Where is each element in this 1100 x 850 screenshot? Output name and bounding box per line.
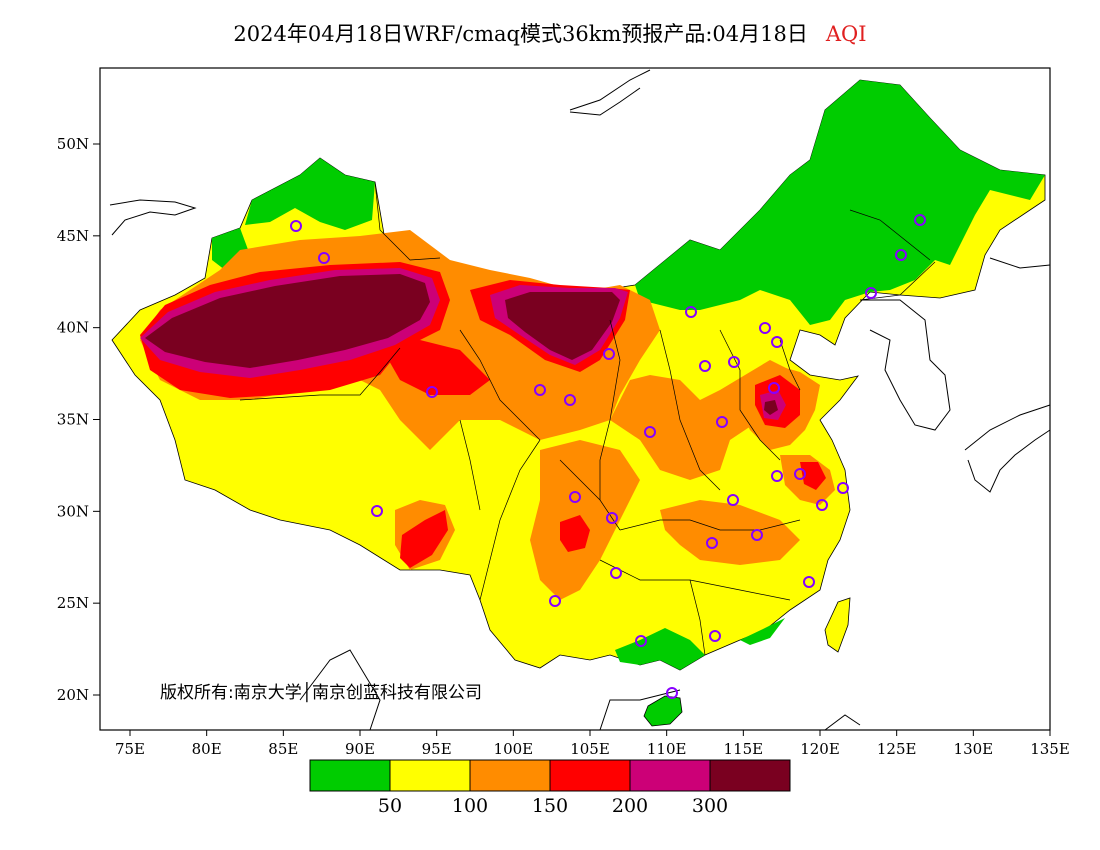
station-marker xyxy=(549,595,561,607)
legend-swatch xyxy=(309,759,391,792)
station-marker xyxy=(865,287,877,299)
region-good-south xyxy=(615,628,705,670)
y-tick-label: 40N xyxy=(57,319,89,337)
region-good-northwest xyxy=(245,158,375,230)
x-axis: 75E 80E 85E 90E 95E 100E 105E 110E 115E 120E 125E 1… xyxy=(115,730,1070,758)
x-tick-label: 125E xyxy=(877,740,917,758)
title-variable: AQI xyxy=(825,22,867,46)
station-marker xyxy=(727,494,739,506)
station-marker xyxy=(644,426,656,438)
station-marker xyxy=(290,220,302,232)
external-coastlines xyxy=(109,69,1051,731)
x-tick-label: 130E xyxy=(954,740,994,758)
station-marker xyxy=(706,537,718,549)
station-marker xyxy=(610,567,622,579)
station-marker xyxy=(603,348,615,360)
station-marker xyxy=(794,468,806,480)
station-marker xyxy=(371,505,383,517)
station-marker xyxy=(606,512,618,524)
legend-swatch xyxy=(709,759,791,792)
station-marker xyxy=(803,576,815,588)
legend-label: 50 xyxy=(378,795,402,817)
x-tick-label: 85E xyxy=(268,740,298,758)
station-marker xyxy=(685,306,697,318)
y-tick-label: 50N xyxy=(57,135,89,153)
region-good-southeast xyxy=(740,618,785,645)
x-tick-label: 100E xyxy=(494,740,534,758)
station-marker xyxy=(318,252,330,264)
region-moderate-pollution-sichuan xyxy=(560,515,590,552)
legend-label: 200 xyxy=(612,795,648,817)
y-tick-label: 25N xyxy=(57,594,89,612)
x-tick-label: 95E xyxy=(422,740,452,758)
x-tick-label: 110E xyxy=(647,740,687,758)
island-taiwan xyxy=(824,597,851,653)
aqi-legend: 50 100 150 200 300 xyxy=(309,759,791,817)
title-main: 2024年04月18日WRF/cmaq模式36km预报产品:04月18日 xyxy=(233,22,808,46)
x-tick-label: 80E xyxy=(192,740,222,758)
region-severe-pollution-shandong xyxy=(764,400,778,415)
y-axis: 50N 45N 40N 35N 30N 25N 20N xyxy=(57,135,100,704)
legend-swatch xyxy=(549,759,631,792)
region-good-northeast xyxy=(635,80,1045,325)
station-marker xyxy=(837,482,849,494)
station-marker xyxy=(534,384,546,396)
legend-label: 150 xyxy=(532,795,568,817)
legend-label: 100 xyxy=(452,795,488,817)
station-marker xyxy=(699,360,711,372)
legend-label: 300 xyxy=(692,795,728,817)
y-tick-label: 20N xyxy=(57,686,89,704)
station-marker xyxy=(895,249,907,261)
station-marker xyxy=(816,499,828,511)
legend-swatch xyxy=(629,759,711,792)
legend-swatch xyxy=(389,759,471,792)
y-tick-label: 35N xyxy=(57,411,89,429)
region-severe-pollution-tarim xyxy=(145,274,430,368)
region-light-pollution-southeast xyxy=(660,500,800,565)
station-marker xyxy=(728,356,740,368)
china-aqi-field xyxy=(109,69,1051,731)
station-marker xyxy=(564,394,576,406)
station-marker xyxy=(569,491,581,503)
map-title: 2024年04月18日WRF/cmaq模式36km预报产品:04月18日 AQI xyxy=(0,18,1100,48)
station-marker xyxy=(759,322,771,334)
station-marker xyxy=(716,416,728,428)
station-marker xyxy=(635,635,647,647)
region-moderate-pollution-shanghai xyxy=(800,462,826,490)
monitoring-stations xyxy=(290,214,926,699)
x-tick-label: 105E xyxy=(570,740,610,758)
station-marker xyxy=(768,382,780,394)
y-tick-label: 45N xyxy=(57,227,89,245)
legend-swatch xyxy=(469,759,551,792)
x-tick-label: 115E xyxy=(724,740,764,758)
x-tick-label: 90E xyxy=(345,740,375,758)
y-tick-label: 30N xyxy=(57,502,89,520)
region-moderate-pollution-hexi xyxy=(380,340,490,395)
station-marker xyxy=(914,214,926,226)
x-tick-label: 120E xyxy=(800,740,840,758)
station-marker xyxy=(709,630,721,642)
x-tick-label: 135E xyxy=(1030,740,1070,758)
x-tick-label: 75E xyxy=(115,740,145,758)
credit-text: 版权所有:南京大学│南京创蓝科技有限公司 xyxy=(160,682,482,703)
region-severe-pollution-alxa xyxy=(505,292,620,360)
region-moderate-pollution-tibet xyxy=(400,510,448,568)
station-marker xyxy=(771,470,783,482)
station-marker xyxy=(771,336,783,348)
region-light-pollution-central xyxy=(530,440,640,600)
station-marker xyxy=(666,687,678,699)
station-marker xyxy=(426,386,438,398)
station-marker xyxy=(751,529,763,541)
